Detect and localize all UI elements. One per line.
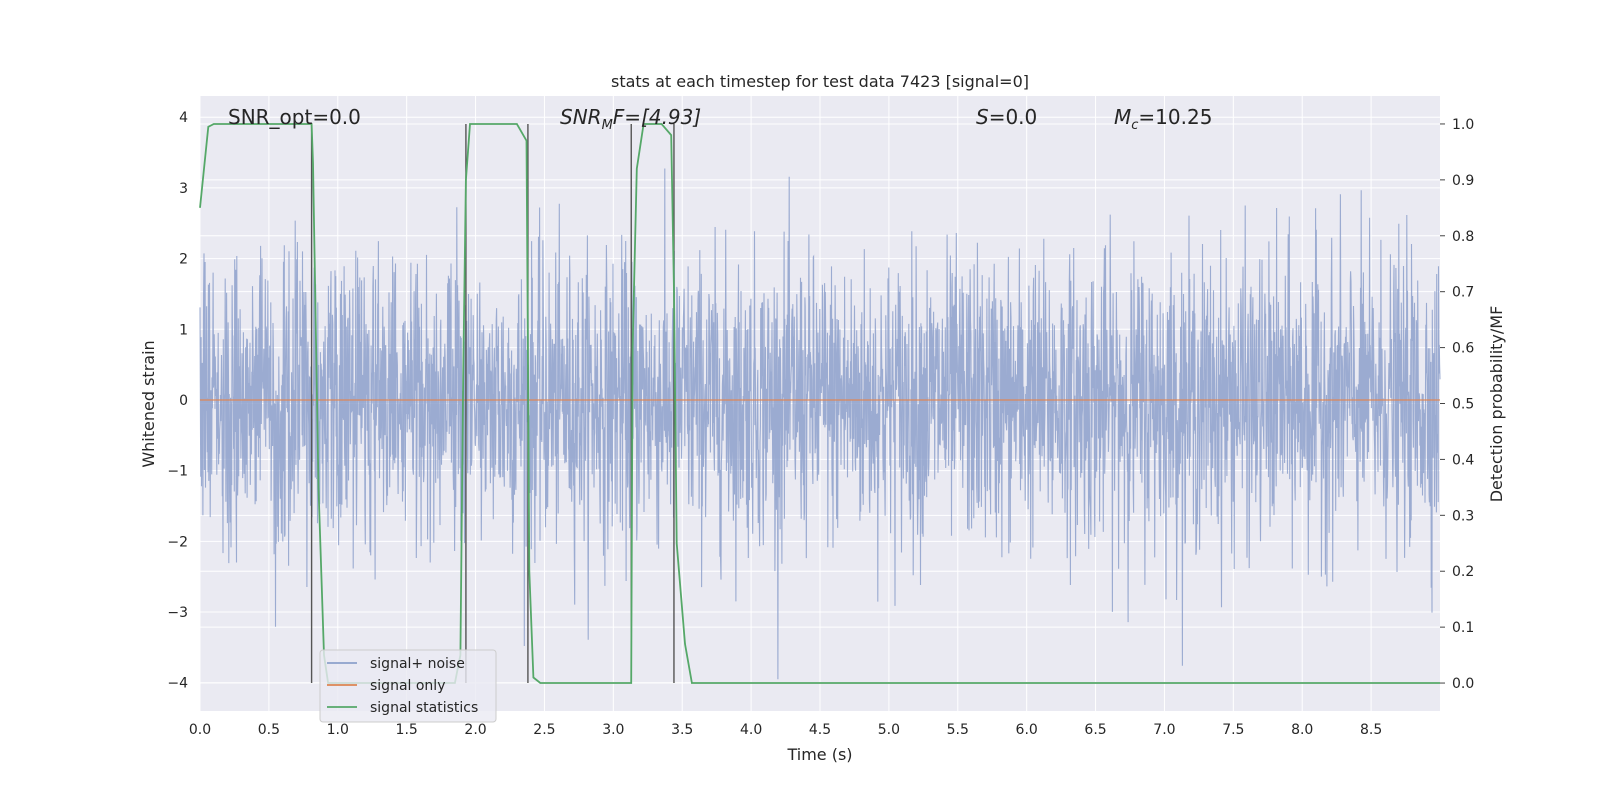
x-tick-label: 1.5: [396, 722, 418, 738]
legend-label-noise: signal+ noise: [370, 656, 465, 672]
y-axis-label: Whitened strain: [139, 340, 158, 467]
snr-mf-annotation: SNRMF=[4.93]: [560, 105, 701, 133]
signal-noise-series: [199, 168, 1441, 680]
x-tick-label: 7.5: [1222, 722, 1244, 738]
x-tick-label: 2.0: [464, 722, 486, 738]
y-tick-label: −1: [167, 464, 188, 480]
x-axis-ticks: 0.0 0.5 1.0 1.5 2.0 2.5 3.0 3.5 4.0 4.5 5.0 5.5 6.0 6…: [189, 722, 1382, 738]
y2-axis-ticks: 1.0 0.9 0.8 0.7 0.6 0.5 0.4 0.3 0.2 0.1 0.0: [1440, 117, 1474, 692]
x-tick-label: 7.0: [1153, 722, 1175, 738]
x-tick-label: 3.5: [671, 722, 693, 738]
x-tick-label: 6.0: [1016, 722, 1038, 738]
x-tick-label: 0.5: [258, 722, 280, 738]
y-tick-label: 3: [179, 181, 188, 197]
y2-tick-label: 0.9: [1452, 173, 1474, 189]
y2-tick-label: 0.3: [1452, 508, 1474, 524]
legend-label-statistics: signal statistics: [370, 700, 478, 716]
y2-axis-label: Detection probability/MF: [1487, 306, 1506, 503]
chart-title: stats at each timestep for test data 742…: [611, 72, 1029, 91]
legend-label-signal: signal only: [370, 678, 445, 694]
y-tick-label: −4: [167, 676, 188, 692]
x-tick-label: 6.5: [1084, 722, 1106, 738]
y-tick-label: −3: [167, 605, 188, 621]
y2-tick-label: 1.0: [1452, 117, 1474, 133]
y-tick-label: 2: [179, 252, 188, 268]
x-tick-label: 5.0: [878, 722, 900, 738]
y2-tick-label: 0.8: [1452, 229, 1474, 245]
x-tick-label: 1.0: [327, 722, 349, 738]
y-axis-ticks: 4 3 2 1 0 −1 −2 −3 −4: [167, 110, 188, 692]
y-tick-label: 0: [179, 393, 188, 409]
signal-statistics-series: [199, 123, 1440, 684]
y-tick-label: −2: [167, 534, 188, 550]
legend-box: [319, 649, 497, 723]
statistics-line: [199, 123, 1440, 684]
x-tick-label: 3.0: [602, 722, 624, 738]
x-tick-label: 4.0: [740, 722, 762, 738]
y2-tick-label: 0.1: [1452, 620, 1474, 636]
y2-tick-label: 0.2: [1452, 564, 1474, 580]
y2-tick-label: 0.5: [1452, 397, 1474, 413]
y2-tick-label: 0.0: [1452, 676, 1474, 692]
x-tick-label: 5.5: [947, 722, 969, 738]
x-tick-label: 8.5: [1360, 722, 1382, 738]
mc-annotation: Mc=10.25: [1114, 105, 1212, 133]
x-axis-label: Time (s): [786, 745, 852, 764]
y-tick-label: 1: [179, 322, 188, 338]
x-tick-label: 2.5: [533, 722, 555, 738]
snr-opt-annotation: SNR_opt=0.0: [228, 105, 361, 129]
y2-tick-label: 0.4: [1452, 452, 1474, 468]
y2-tick-label: 0.7: [1452, 285, 1474, 301]
x-tick-label: 8.0: [1291, 722, 1313, 738]
s-annotation: S=0.0: [976, 105, 1037, 129]
x-tick-label: 4.5: [809, 722, 831, 738]
noise-line: [199, 168, 1441, 680]
legend: signal+ noise signal only signal statist…: [319, 649, 497, 723]
y-tick-label: 4: [179, 110, 188, 126]
x-tick-label: 0.0: [189, 722, 211, 738]
y2-tick-label: 0.6: [1452, 341, 1474, 357]
